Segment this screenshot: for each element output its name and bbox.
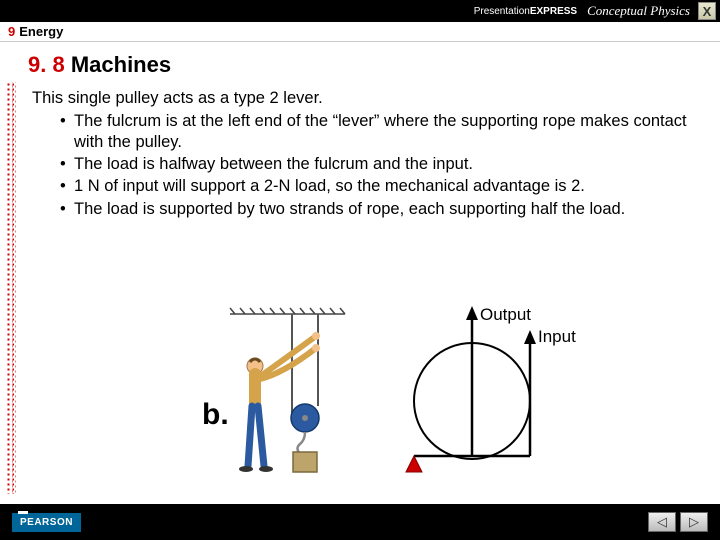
prev-button[interactable]: ◁ <box>648 512 676 532</box>
person <box>239 332 320 472</box>
brand: PresentationEXPRESS Conceptual Physics <box>474 3 690 19</box>
pulley-hook <box>298 432 306 454</box>
list-item: 1 N of input will support a 2-N load, so… <box>60 176 696 197</box>
load-block <box>293 452 317 472</box>
pulley-diagram: b. Output Input <box>200 306 580 476</box>
intro-text: This single pulley acts as a type 2 leve… <box>32 88 696 109</box>
list-item: The load is supported by two strands of … <box>60 199 696 220</box>
output-label: Output <box>480 306 531 324</box>
bullet-list: The fulcrum is at the left end of the “l… <box>60 111 696 220</box>
close-button[interactable]: X <box>698 2 716 20</box>
output-arrowhead <box>466 306 478 320</box>
next-button[interactable]: ▷ <box>680 512 708 532</box>
input-arrowhead <box>524 330 536 344</box>
diagram-label-b: b. <box>202 398 229 431</box>
brand-presentation-express: PresentationEXPRESS <box>474 6 577 17</box>
nav-buttons: ◁ ▷ <box>648 512 708 532</box>
title-bar: PresentationEXPRESS Conceptual Physics X <box>0 0 720 22</box>
ceiling <box>230 308 345 314</box>
content-area: 9. 8 Machines This single pulley acts as… <box>0 44 720 500</box>
list-item: The fulcrum is at the left end of the “l… <box>60 111 696 153</box>
fulcrum-triangle <box>406 456 422 472</box>
input-label: Input <box>538 327 576 346</box>
footer-bar: PEARSON ◁ ▷ <box>0 504 720 540</box>
section-number: 9. 8 <box>28 52 65 77</box>
pulley-axle <box>302 415 308 421</box>
section-title-text: Machines <box>71 52 171 77</box>
chapter-number: 9 <box>8 24 15 39</box>
chapter-bar: 9 Energy <box>0 22 720 42</box>
section-heading: 9. 8 Machines <box>28 52 696 78</box>
list-item: The load is halfway between the fulcrum … <box>60 154 696 175</box>
brand-conceptual-physics: Conceptual Physics <box>587 3 690 19</box>
body-text: This single pulley acts as a type 2 leve… <box>32 88 696 220</box>
chapter-title: Energy <box>19 24 63 39</box>
publisher-logo: PEARSON <box>12 513 81 532</box>
